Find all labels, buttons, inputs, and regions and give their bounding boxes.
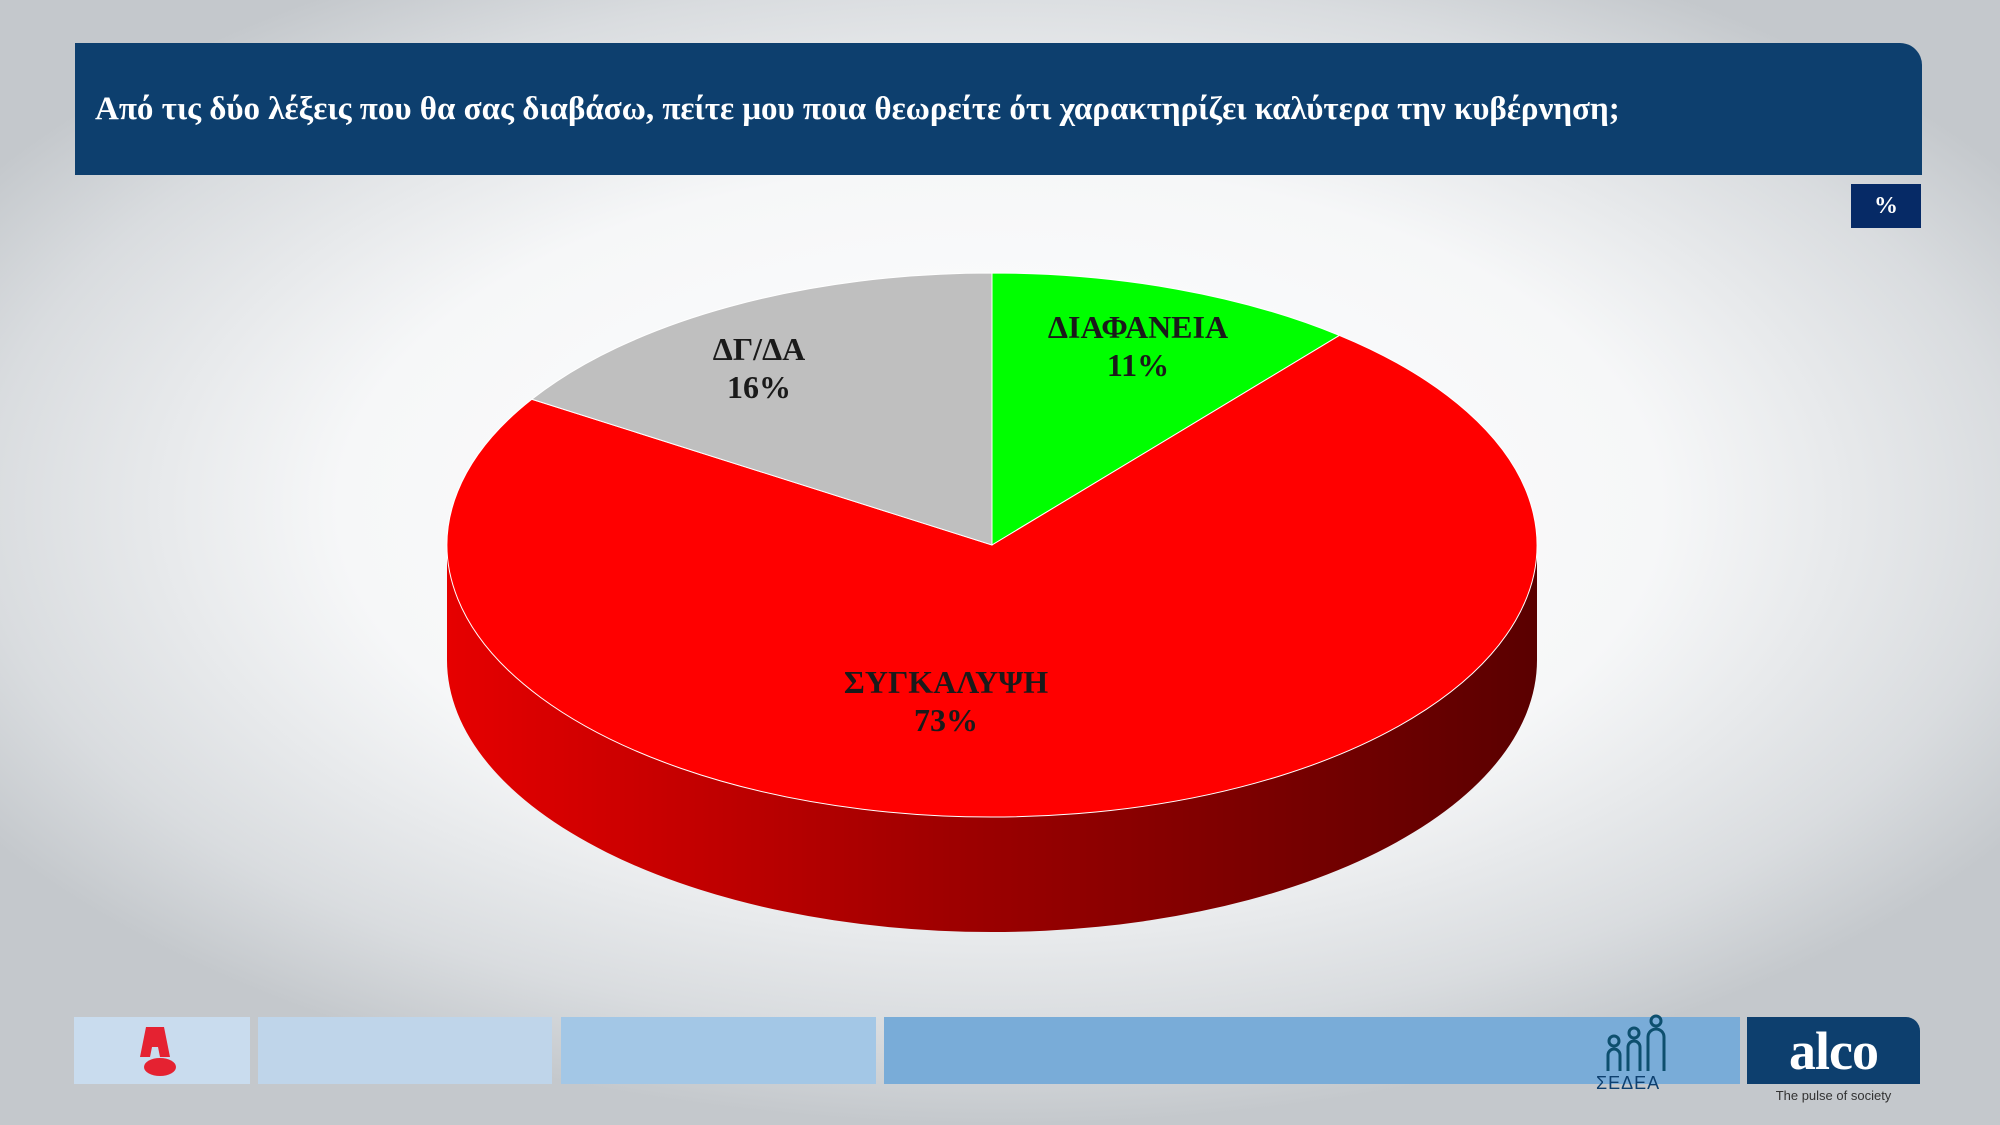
alpha-tv-logo-icon — [140, 1027, 176, 1076]
slice-label: ΔΓ/ΔΑ — [713, 331, 805, 367]
footer-bar-2 — [258, 1017, 552, 1084]
alco-tagline: The pulse of society — [1775, 1088, 1892, 1103]
slice-label: ΔΙΑΦΑΝΕΙΑ — [1048, 309, 1228, 345]
footer-bar-1 — [74, 1017, 250, 1084]
pie-slice-2 — [446, 334, 1538, 818]
sedea-people-icon — [1606, 1014, 1666, 1071]
footer-bar-3 — [561, 1017, 876, 1084]
question-header: Από τις δύο λέξεις που θα σας διαβάσω, π… — [75, 43, 1922, 175]
pie-slice-3 — [530, 272, 993, 546]
pie-slice-1 — [991, 272, 1341, 546]
alco-logo: alco — [1747, 1017, 1920, 1084]
slice-value-label: 16% — [727, 369, 791, 405]
slice-value-label: 73% — [914, 702, 978, 738]
pie-side-wall — [447, 545, 1537, 932]
unit-badge: % — [1851, 184, 1921, 228]
slice-value-label: 11% — [1107, 347, 1169, 383]
footer-bar-4: ΣΕΔΕΑ — [884, 1014, 1740, 1093]
question-title: Από τις δύο λέξεις που θα σας διαβάσω, π… — [95, 90, 1620, 127]
slice-label: ΣΥΓΚΑΛΥΨΗ — [844, 664, 1048, 700]
sedea-logo-text: ΣΕΔΕΑ — [1596, 1073, 1661, 1093]
